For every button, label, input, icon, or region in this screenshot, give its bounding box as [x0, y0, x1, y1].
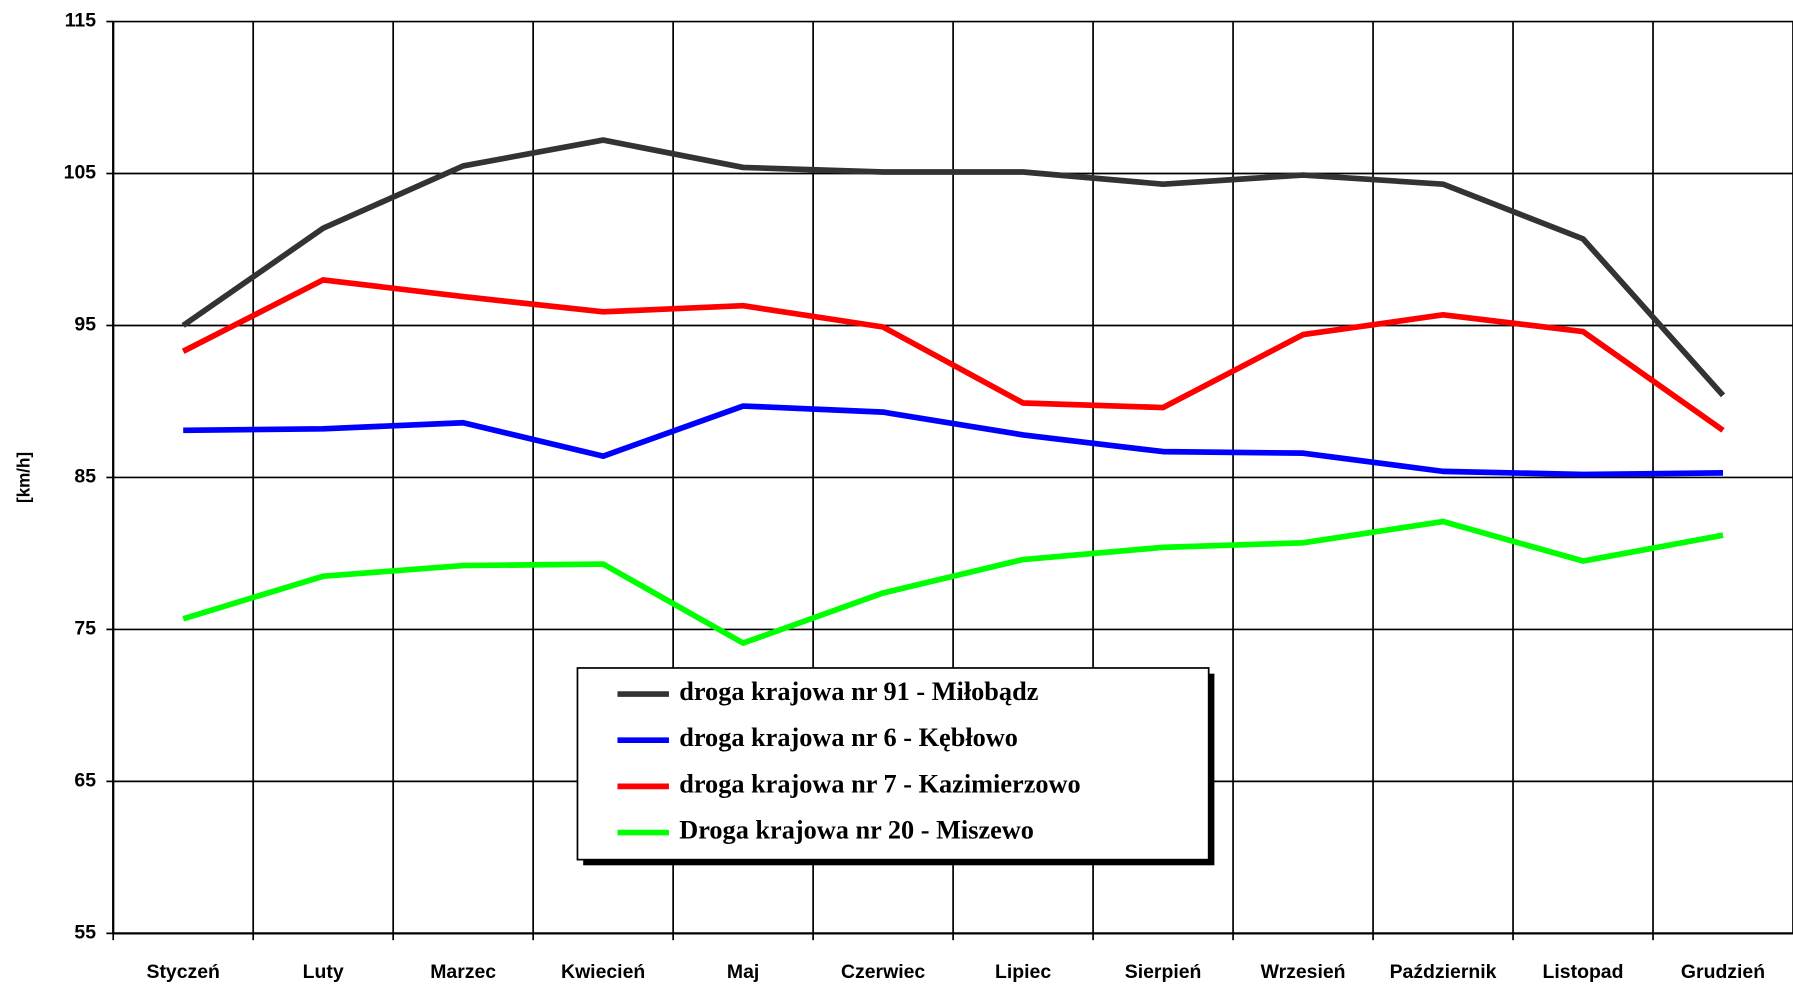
- y-tick-label: 85: [74, 466, 96, 488]
- legend-label: Droga krajowa nr 20 - Miszewo: [679, 816, 1034, 845]
- series-line: [181, 277, 1725, 433]
- x-tick-label: Październik: [1390, 961, 1497, 983]
- x-tick-label: Styczeń: [146, 961, 219, 983]
- x-tick-label: Kwiecień: [561, 961, 645, 983]
- y-tick-label: 105: [64, 162, 97, 184]
- x-tick-label: Czerwiec: [841, 961, 925, 983]
- x-tick-label: Sierpień: [1125, 961, 1202, 983]
- x-tick-label: Luty: [303, 961, 344, 983]
- legend-label: droga krajowa nr 6 - Kębłowo: [679, 723, 1018, 752]
- y-tick-label: 115: [65, 10, 97, 32]
- y-tick-label: 75: [74, 618, 96, 640]
- y-tick-label: 55: [74, 922, 96, 944]
- x-tick-label: Wrzesień: [1261, 961, 1346, 983]
- series-line: [183, 403, 1724, 478]
- x-tick-label: Lipiec: [995, 961, 1051, 983]
- x-tick-label: Listopad: [1543, 961, 1624, 983]
- y-axis-label: [km/h]: [15, 452, 34, 503]
- x-tick-label: Maj: [727, 961, 759, 983]
- legend-label: droga krajowa nr 7 - Kazimierzowo: [679, 769, 1080, 798]
- legend: [576, 667, 1210, 861]
- y-tick-label: 95: [74, 314, 96, 336]
- legend-label: droga krajowa nr 91 - Miłobądz: [679, 677, 1039, 706]
- series-line: [182, 518, 1724, 646]
- y-tick-label: 65: [74, 770, 96, 792]
- series-line: [181, 137, 1726, 398]
- x-tick-label: Grudzień: [1681, 961, 1765, 983]
- x-tick-label: Marzec: [430, 961, 496, 983]
